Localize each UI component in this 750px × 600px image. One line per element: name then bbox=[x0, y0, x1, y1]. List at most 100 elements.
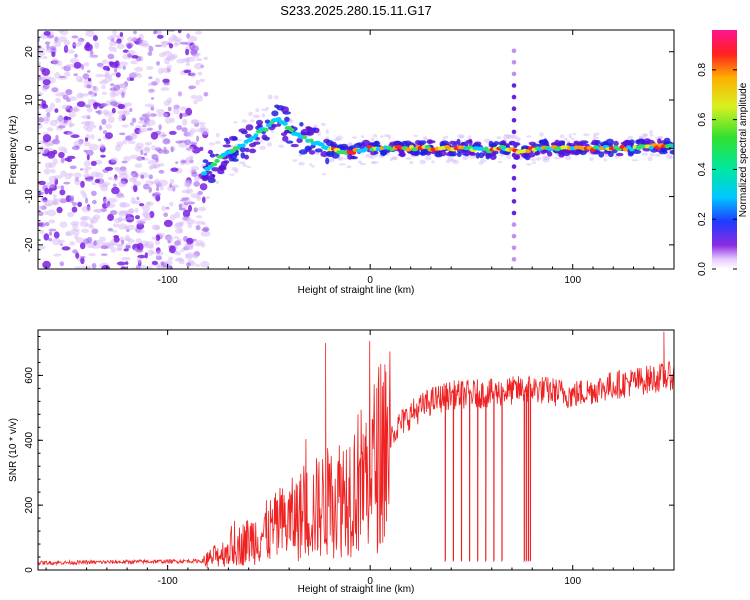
noise-blob bbox=[195, 220, 204, 225]
ridge-blob bbox=[271, 110, 279, 117]
faint-blob bbox=[593, 132, 600, 136]
noise-blob bbox=[127, 36, 133, 42]
noise-blob bbox=[151, 224, 160, 230]
faint-blob bbox=[352, 136, 357, 139]
noise-blob bbox=[192, 238, 197, 242]
faint-blob bbox=[241, 119, 248, 123]
noise-blob bbox=[138, 203, 145, 207]
noise-blob bbox=[91, 263, 97, 269]
snr-ticks: -100 0 100 0 200 400 600 bbox=[24, 330, 674, 587]
noise-blob bbox=[154, 239, 161, 246]
y-tick-label: -10 bbox=[24, 189, 35, 204]
faint-blob bbox=[631, 159, 639, 162]
faint-blob bbox=[595, 136, 599, 140]
spectrogram-x-axis-label: Height of straight line (km) bbox=[298, 285, 415, 296]
ridge-blob bbox=[339, 145, 347, 150]
faint-blob bbox=[359, 162, 367, 166]
faint-blob bbox=[443, 135, 449, 139]
ridge-blob bbox=[290, 143, 299, 148]
ridge-blob bbox=[629, 139, 635, 145]
noise-blob bbox=[92, 199, 97, 205]
noise-blob bbox=[114, 66, 118, 73]
noise-blob bbox=[83, 123, 90, 131]
noise-blob bbox=[74, 234, 79, 240]
faint-blob bbox=[643, 133, 648, 138]
noise-blob bbox=[126, 50, 136, 56]
noise-blob bbox=[100, 184, 108, 192]
noise-blob bbox=[135, 215, 140, 220]
noise-blob bbox=[133, 30, 137, 35]
noise-blob bbox=[104, 70, 110, 78]
noise-blob bbox=[80, 180, 85, 188]
noise-blob bbox=[39, 222, 46, 228]
faint-blob bbox=[266, 142, 273, 147]
noise-blob bbox=[135, 229, 145, 234]
faint-blob bbox=[215, 140, 221, 145]
noise-blob bbox=[109, 83, 115, 87]
noise-blob bbox=[88, 54, 99, 59]
noise-blob bbox=[60, 243, 63, 246]
faint-blob bbox=[665, 154, 673, 159]
noise-blob bbox=[62, 94, 69, 100]
ridge-blob bbox=[239, 146, 246, 153]
noise-blob bbox=[171, 184, 180, 189]
y-tick-label: 20 bbox=[24, 46, 35, 58]
noise-blob bbox=[193, 62, 204, 70]
noise-blob bbox=[71, 145, 80, 151]
noise-blob bbox=[195, 225, 201, 231]
ridge-blob bbox=[232, 158, 239, 162]
noise-blob bbox=[92, 86, 99, 93]
faint-blob bbox=[572, 133, 577, 136]
noise-blob bbox=[202, 196, 206, 204]
noise-blob bbox=[141, 204, 151, 212]
spectrogram-frame bbox=[37, 29, 675, 270]
dotted-line-dot bbox=[511, 245, 517, 251]
ridge-blob bbox=[280, 132, 288, 137]
noise-blob bbox=[200, 124, 206, 132]
noise-blob bbox=[90, 134, 95, 140]
noise-blob bbox=[107, 67, 110, 72]
noise-blob bbox=[87, 77, 92, 82]
noise-blob bbox=[197, 206, 207, 212]
noise-blob bbox=[147, 160, 157, 165]
faint-blob bbox=[233, 121, 238, 124]
ridge-core bbox=[210, 162, 218, 167]
noise-blob bbox=[91, 243, 101, 249]
ridge-blob bbox=[398, 153, 406, 157]
noise-blob bbox=[53, 253, 62, 257]
noise-blob bbox=[112, 30, 117, 35]
snr-content bbox=[38, 331, 674, 568]
faint-blob bbox=[532, 161, 536, 164]
noise-blob bbox=[79, 220, 89, 228]
ridge-core bbox=[670, 143, 674, 148]
ridge-blob bbox=[635, 139, 640, 145]
noise-blob bbox=[105, 202, 116, 209]
faint-blob bbox=[372, 134, 378, 138]
ridge-blob bbox=[314, 148, 323, 153]
noise-blob bbox=[186, 219, 196, 225]
noise-blob bbox=[163, 149, 170, 154]
noise-blob bbox=[188, 85, 197, 89]
noise-blob bbox=[148, 174, 153, 180]
spectrogram-content bbox=[38, 30, 674, 269]
noise-blob bbox=[94, 208, 102, 214]
dotted-line-dot bbox=[511, 175, 517, 181]
ridge-blob bbox=[615, 152, 624, 157]
ridge-core bbox=[249, 135, 256, 140]
noise-blob bbox=[55, 92, 65, 97]
ridge-blob bbox=[244, 154, 249, 160]
faint-blob bbox=[248, 111, 253, 117]
noise-blob bbox=[185, 48, 190, 56]
noise-blob bbox=[38, 205, 44, 210]
faint-blob bbox=[649, 134, 654, 137]
noise-blob bbox=[115, 195, 126, 199]
ridge-blob bbox=[285, 140, 294, 144]
noise-blob bbox=[59, 221, 68, 228]
dotted-line-dot bbox=[511, 141, 517, 146]
noise-blob bbox=[200, 230, 211, 237]
faint-blob bbox=[658, 136, 664, 139]
ridge-blob bbox=[627, 152, 634, 157]
colorbar-tick-label: 0.8 bbox=[697, 62, 708, 76]
faint-blob bbox=[497, 161, 503, 164]
noise-blob bbox=[134, 66, 144, 72]
